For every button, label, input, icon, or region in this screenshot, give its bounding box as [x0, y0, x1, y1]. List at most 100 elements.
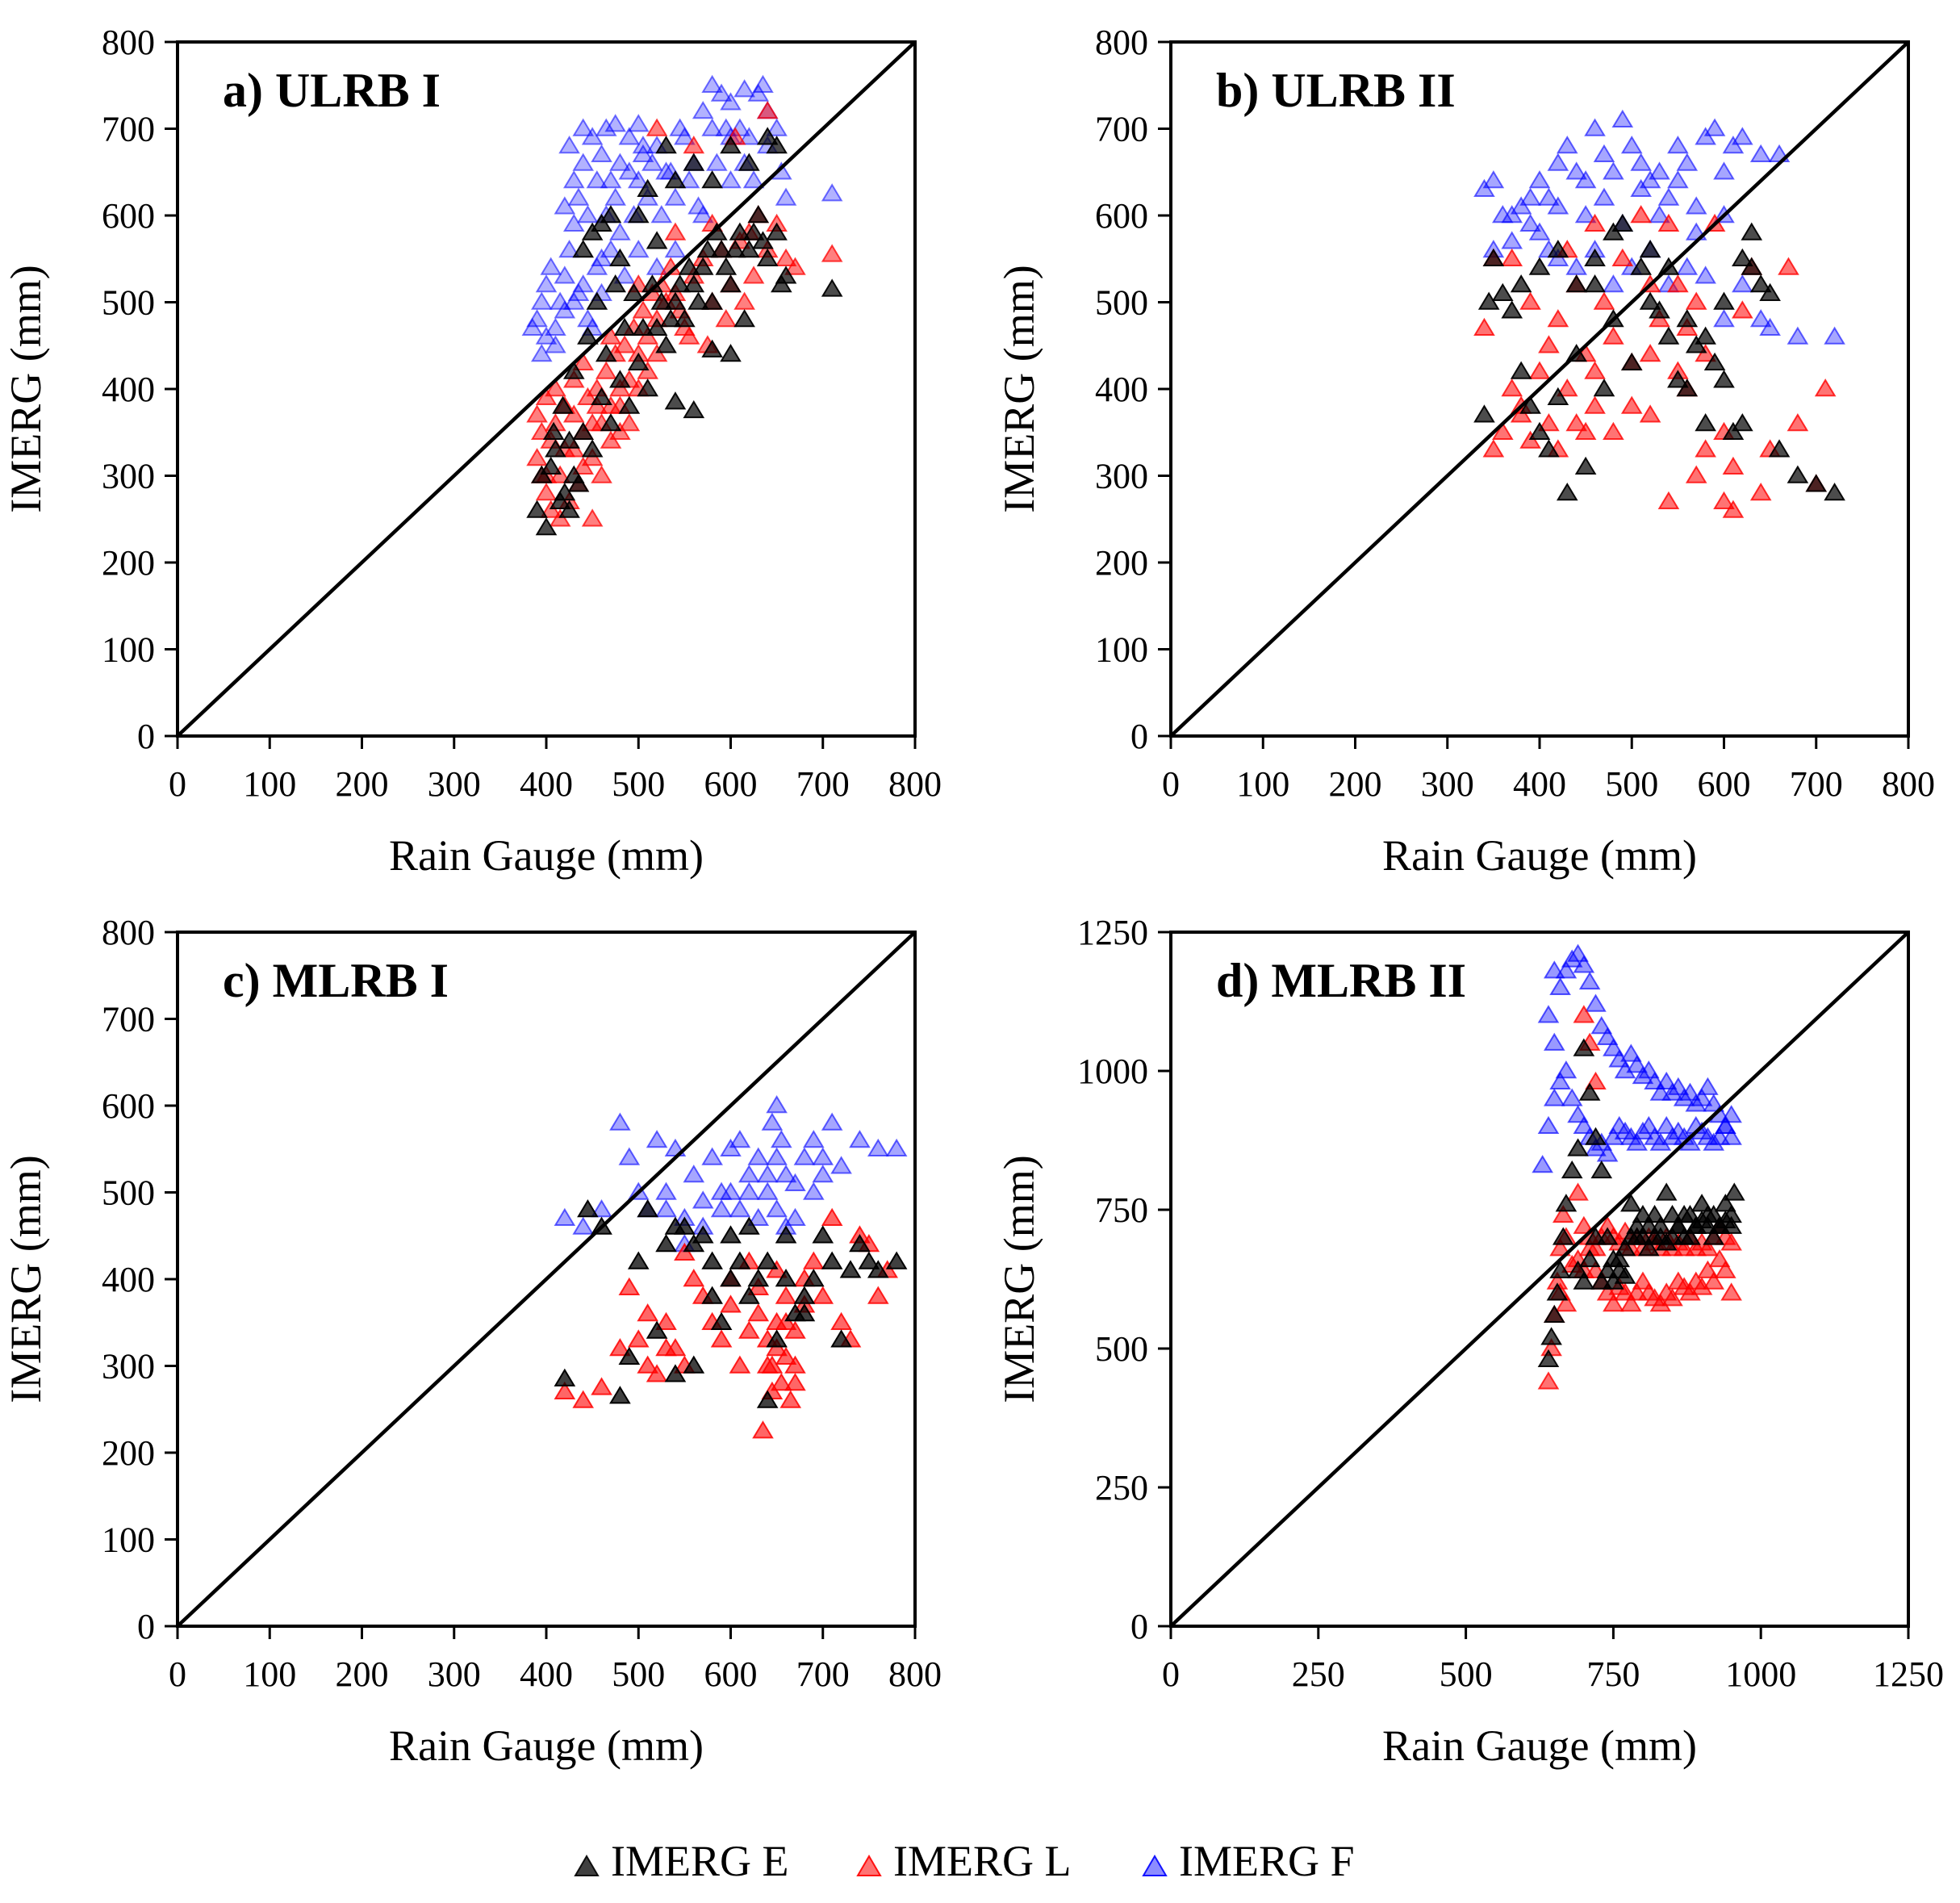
b-x-tick-label: 600	[1698, 764, 1751, 804]
b-point	[1713, 309, 1735, 328]
d-point	[1620, 1194, 1642, 1212]
b-point	[1824, 326, 1845, 345]
b-point	[1510, 196, 1532, 215]
b-point	[1556, 379, 1578, 397]
b-point	[1556, 136, 1578, 154]
b-point	[1574, 170, 1597, 189]
a-point	[562, 404, 585, 423]
a-point	[535, 387, 558, 405]
c-x-axis-title: Rain Gauge (mm)	[389, 1721, 704, 1770]
c-point	[738, 1320, 760, 1339]
d-point	[1720, 1282, 1742, 1301]
d-point	[1626, 1132, 1648, 1151]
c-point	[839, 1260, 862, 1278]
d-point	[1685, 1094, 1707, 1112]
c-y-tick-label: 200	[102, 1433, 155, 1473]
d-point	[1655, 1182, 1678, 1201]
b-point	[1584, 395, 1606, 414]
b-point	[1593, 291, 1615, 310]
a-point	[549, 465, 571, 483]
a-point	[572, 352, 595, 370]
c-point	[655, 1199, 677, 1218]
c-x-tick-label: 100	[243, 1654, 296, 1694]
c-point	[761, 1112, 784, 1131]
b-point	[1814, 379, 1837, 397]
a-point	[609, 379, 631, 397]
b-point	[1630, 178, 1652, 197]
a-point	[595, 361, 617, 379]
c-point	[756, 1165, 779, 1183]
legend: IMERG E IMERG L IMERG F	[574, 1837, 1355, 1885]
b-y-tick-label: 800	[1095, 23, 1148, 62]
a-point	[618, 395, 641, 414]
c-point	[867, 1260, 889, 1278]
c-point	[766, 1199, 788, 1218]
c-point	[766, 1260, 788, 1278]
b-point	[1649, 205, 1670, 224]
legend-label-imerg-f: IMERG F	[1179, 1837, 1355, 1885]
d-point	[1532, 1155, 1553, 1173]
b-point	[1759, 317, 1781, 336]
a-point	[752, 74, 774, 93]
b-y-tick-label: 600	[1095, 196, 1148, 236]
c-point	[591, 1377, 612, 1395]
a-x-tick-label: 400	[520, 764, 573, 804]
a-point	[530, 291, 553, 310]
d-point	[1703, 1132, 1725, 1151]
a-point	[535, 274, 558, 293]
b-point	[1501, 231, 1523, 249]
a-point	[542, 421, 565, 440]
a-point	[600, 326, 622, 345]
a-point	[526, 309, 548, 328]
a-point	[586, 170, 608, 189]
a-point	[530, 344, 553, 362]
a-point	[618, 161, 641, 180]
d-point	[1603, 1294, 1624, 1312]
a-point	[586, 257, 608, 275]
a-point	[637, 187, 658, 206]
d-point	[1555, 1060, 1578, 1079]
a-point	[821, 183, 843, 202]
legend-marker-imerg-l	[856, 1855, 882, 1876]
d-point	[1543, 1304, 1565, 1323]
b-point	[1713, 491, 1735, 509]
c-point	[683, 1165, 705, 1183]
d-point	[1555, 1194, 1578, 1212]
c-point	[710, 1311, 733, 1330]
a-panel-title: a) ULRB I	[223, 64, 441, 117]
c-y-tick-label: 400	[102, 1260, 155, 1299]
c-point	[720, 1294, 742, 1313]
c-point	[609, 1112, 631, 1131]
c-point	[766, 1329, 788, 1348]
c-one-to-one-line	[176, 931, 917, 1628]
d-point	[1723, 1182, 1745, 1201]
c-point	[830, 1156, 852, 1174]
b-point	[1630, 257, 1652, 275]
b-point	[1519, 213, 1541, 232]
b-point	[1787, 326, 1809, 345]
b-panel-title: b) ULRB II	[1216, 64, 1456, 117]
d-y-tick-label: 1000	[1077, 1052, 1148, 1091]
c-y-tick-label: 100	[102, 1520, 155, 1560]
d-point	[1720, 1215, 1742, 1234]
d-point	[1552, 1227, 1574, 1245]
a-point	[766, 136, 788, 154]
c-point	[618, 1346, 641, 1365]
a-point	[701, 74, 723, 93]
b-x-tick-label: 0	[1162, 764, 1180, 804]
c-y-tick-label: 800	[102, 913, 155, 952]
d-point	[1578, 1082, 1601, 1101]
b-point	[1805, 474, 1828, 492]
c-point	[849, 1234, 871, 1253]
c-point	[637, 1355, 658, 1374]
c-point	[627, 1329, 650, 1348]
d-point	[1578, 1248, 1601, 1268]
a-point	[659, 309, 682, 328]
a-point	[526, 448, 548, 466]
b-point	[1749, 483, 1772, 501]
a-point	[618, 413, 641, 432]
b-point	[1620, 352, 1643, 370]
b-point	[1732, 274, 1753, 293]
b-point	[1538, 187, 1560, 206]
b-point	[1574, 456, 1597, 475]
